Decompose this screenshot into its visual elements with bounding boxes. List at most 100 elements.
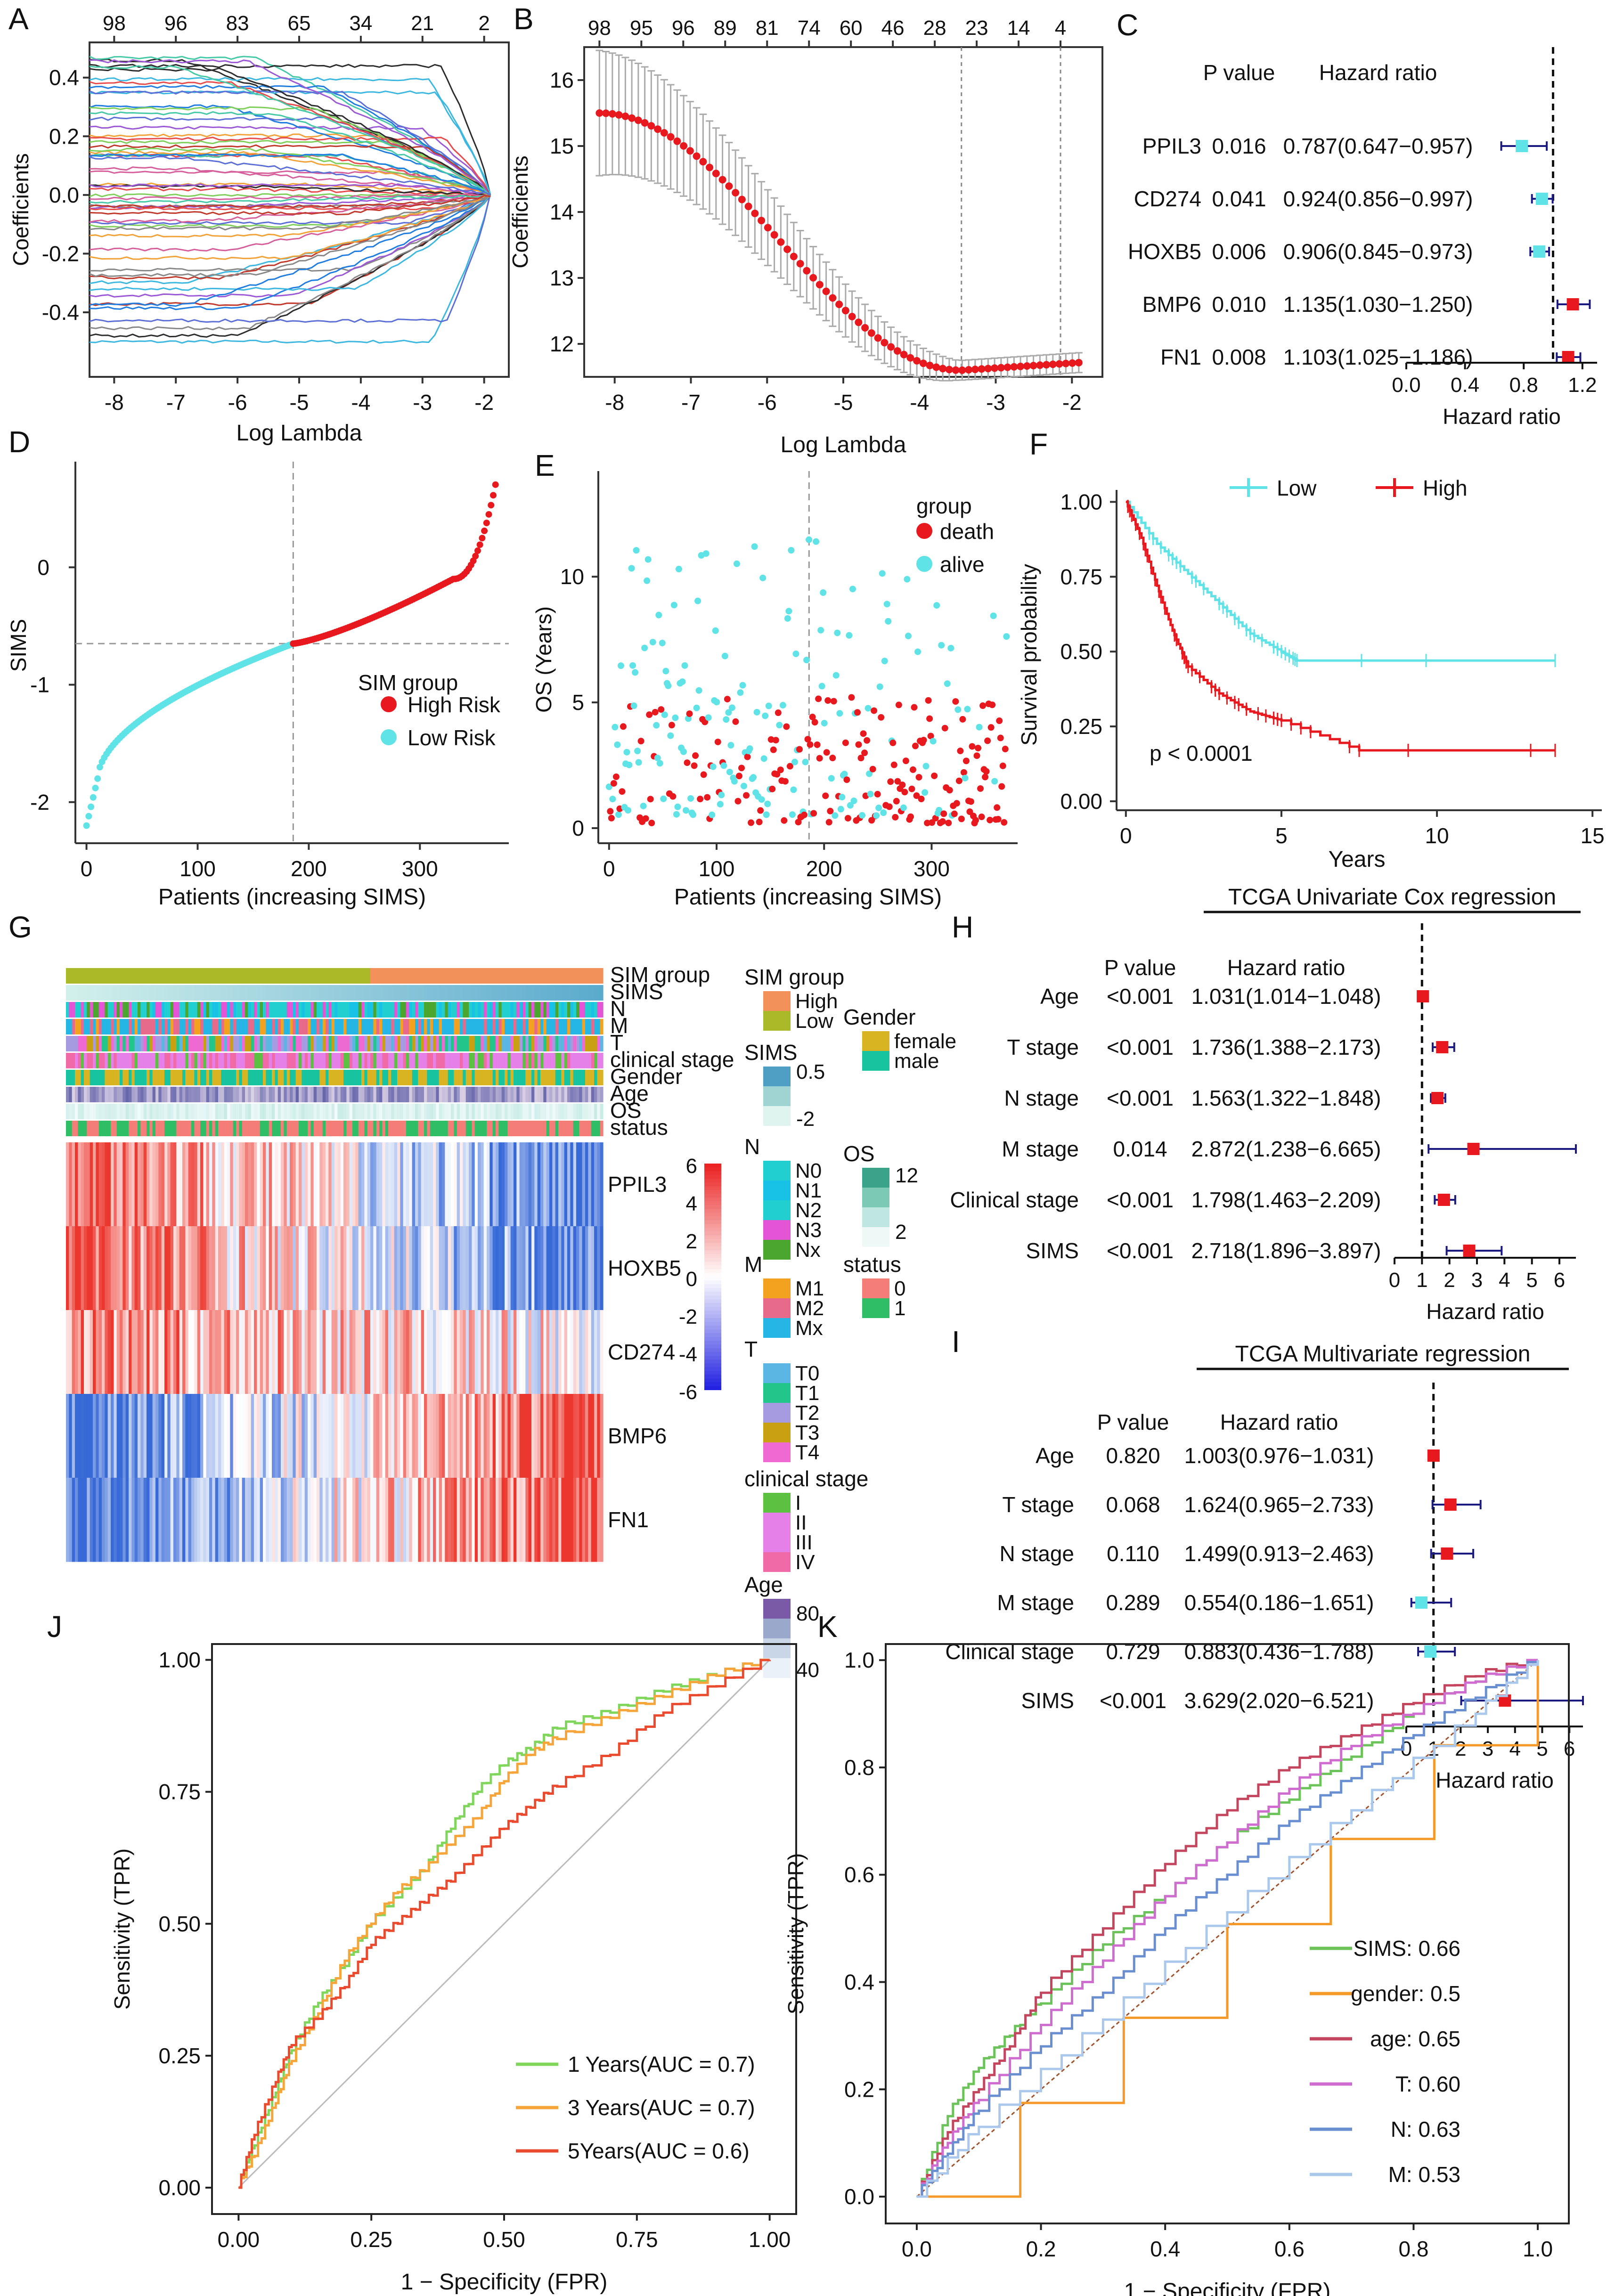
heatmap-cell <box>84 1478 87 1562</box>
annotation-cell <box>277 968 281 984</box>
heatmap-cell <box>87 1478 90 1562</box>
heatmap-cell <box>367 1226 371 1311</box>
annotation-cell <box>514 1104 517 1119</box>
annotation-cell <box>463 1070 466 1085</box>
annotation-cell <box>317 1002 320 1018</box>
annotation-cell <box>534 1053 538 1068</box>
heatmap-cell <box>245 1142 248 1227</box>
x-tick-label: -4 <box>910 390 929 415</box>
annotation-cell <box>230 968 234 984</box>
annotation-cell <box>194 1053 198 1068</box>
annotation-cell <box>185 985 189 1001</box>
annotation-cell <box>337 985 341 1001</box>
gene-label: CD274 <box>608 1340 675 1364</box>
annotation-cell <box>317 1121 320 1136</box>
annotation-cell <box>433 968 436 984</box>
annotation-cell <box>313 968 317 984</box>
heatmap-cell <box>81 1478 84 1562</box>
annotation-cell <box>594 985 597 1001</box>
heatmap-cell <box>552 1478 556 1562</box>
annotation-cell <box>290 1002 293 1018</box>
top-tick-label: 60 <box>840 16 863 40</box>
os-swatch <box>862 1188 889 1207</box>
annotation-cell <box>319 968 323 984</box>
annotation-cell <box>543 1036 547 1051</box>
heatmap-cell <box>561 1394 565 1478</box>
annotation-cell <box>167 1019 171 1034</box>
annotation-cell <box>125 1121 129 1136</box>
status-point <box>914 648 921 655</box>
annotation-cell <box>445 1002 449 1018</box>
heatmap-cell <box>465 1478 469 1562</box>
annotation-cell <box>346 985 350 1001</box>
annotation-cell <box>492 968 496 984</box>
annotation-cell <box>400 1053 404 1068</box>
annotation-cell <box>519 1036 523 1051</box>
annotation-cell <box>451 1036 454 1051</box>
plot-frame <box>885 1643 1570 2224</box>
annotation-cell <box>436 1121 440 1136</box>
annotation-cell <box>483 1019 487 1034</box>
annotation-cell <box>397 1121 400 1136</box>
heatmap-cell <box>308 1226 311 1311</box>
n-swatch <box>763 1200 791 1220</box>
annotation-cell <box>308 1070 311 1085</box>
cv-point <box>835 301 843 309</box>
annotation-cell <box>496 1121 499 1136</box>
row-hazard-ratio: 3.629(2.020−6.521) <box>1184 1688 1374 1713</box>
heatmap-cell <box>230 1142 234 1227</box>
annotation-cell <box>114 1070 117 1085</box>
annotation-cell <box>585 1002 588 1018</box>
annotation-cell <box>319 985 323 1001</box>
status-point <box>818 683 825 690</box>
annotation-cell <box>418 1087 422 1102</box>
y-tick-label: 15 <box>550 134 574 158</box>
annotation-cell <box>424 1002 427 1018</box>
annotation-cell <box>107 1053 111 1068</box>
annotation-cell <box>275 1036 278 1051</box>
heatmap-cell <box>242 1310 245 1394</box>
annotation-cell <box>388 1053 392 1068</box>
annotation-cell <box>421 1053 424 1068</box>
annotation-cell <box>549 1070 553 1085</box>
m-swatch <box>763 1278 791 1298</box>
annotation-cell <box>427 1002 431 1018</box>
heatmap-cell <box>415 1394 418 1478</box>
risk-point <box>90 794 97 801</box>
annotation-cell <box>376 1002 380 1018</box>
status-point <box>997 734 1004 741</box>
annotation-cell <box>388 1087 392 1102</box>
annotation-cell <box>96 985 99 1001</box>
annotation-cell <box>346 968 350 984</box>
heatmap-cell <box>451 1226 454 1311</box>
annotation-cell <box>481 968 484 984</box>
risk-point <box>85 813 92 820</box>
heatmap-cell <box>489 1394 493 1478</box>
stage-swatch <box>763 1493 791 1513</box>
heatmap-cell <box>275 1142 278 1227</box>
heatmap-cell <box>421 1310 424 1394</box>
status-point <box>753 708 760 716</box>
annotation-cell <box>197 1087 201 1102</box>
row-p-value: 0.008 <box>1212 345 1266 369</box>
annotation-cell <box>472 1104 475 1119</box>
legend-label: gender: 0.5 <box>1351 1981 1460 2006</box>
annotation-cell <box>66 1053 69 1068</box>
annotation-cell <box>206 1104 210 1119</box>
annotation-cell <box>409 1104 413 1119</box>
annotation-cell <box>143 1104 147 1119</box>
annotation-cell <box>361 1053 365 1068</box>
plot-frame <box>211 1643 797 2215</box>
annotation-cell <box>203 985 207 1001</box>
annotation-cell <box>496 1019 499 1034</box>
heatmap-cell <box>373 1142 377 1227</box>
heatmap-cell <box>284 1226 287 1311</box>
annotation-cell <box>230 1036 234 1051</box>
annotation-cell <box>194 968 198 984</box>
annotation-cell <box>448 1070 451 1085</box>
heatmap-cell <box>93 1310 96 1394</box>
status-point <box>960 769 967 776</box>
cv-point <box>595 109 604 117</box>
heatmap-cell <box>116 1226 120 1311</box>
annotation-cell <box>507 1121 511 1136</box>
